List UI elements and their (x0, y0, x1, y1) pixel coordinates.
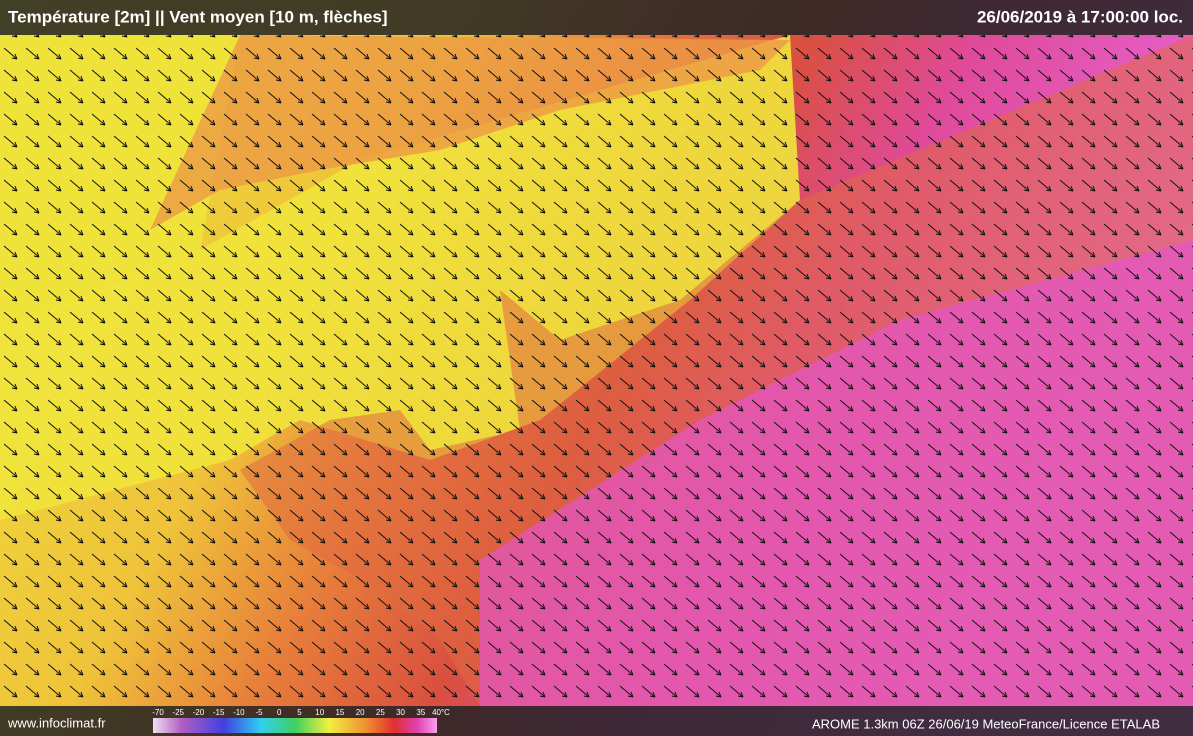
legend-label: -25 (172, 708, 184, 717)
legend-label: 30 (396, 708, 405, 717)
colorbar (153, 718, 437, 733)
wind-arrows (0, 35, 1193, 706)
site: www.infoclimat.fr (7, 715, 106, 730)
legend-label: 5 (297, 708, 302, 717)
legend-label: -15 (213, 708, 225, 717)
legend-label: 10 (315, 708, 324, 717)
header-bar (0, 0, 1193, 35)
legend-label: -5 (256, 708, 264, 717)
title: Température [2m] || Vent moyen [10 m, fl… (8, 7, 388, 26)
legend-label: 35 (416, 708, 425, 717)
timestamp: 26/06/2019 à 17:00:00 loc. (977, 7, 1183, 26)
legend-label: 25 (376, 708, 385, 717)
legend-label: -70 (152, 708, 164, 717)
credit: AROME 1.3km 06Z 26/06/19 MeteoFrance/Lic… (812, 716, 1160, 731)
legend-label: -10 (233, 708, 245, 717)
legend-label: 20 (356, 708, 365, 717)
legend-label: 15 (335, 708, 344, 717)
legend-label: 40°C (432, 708, 450, 717)
legend-label: 0 (277, 708, 282, 717)
legend-label: -20 (193, 708, 205, 717)
